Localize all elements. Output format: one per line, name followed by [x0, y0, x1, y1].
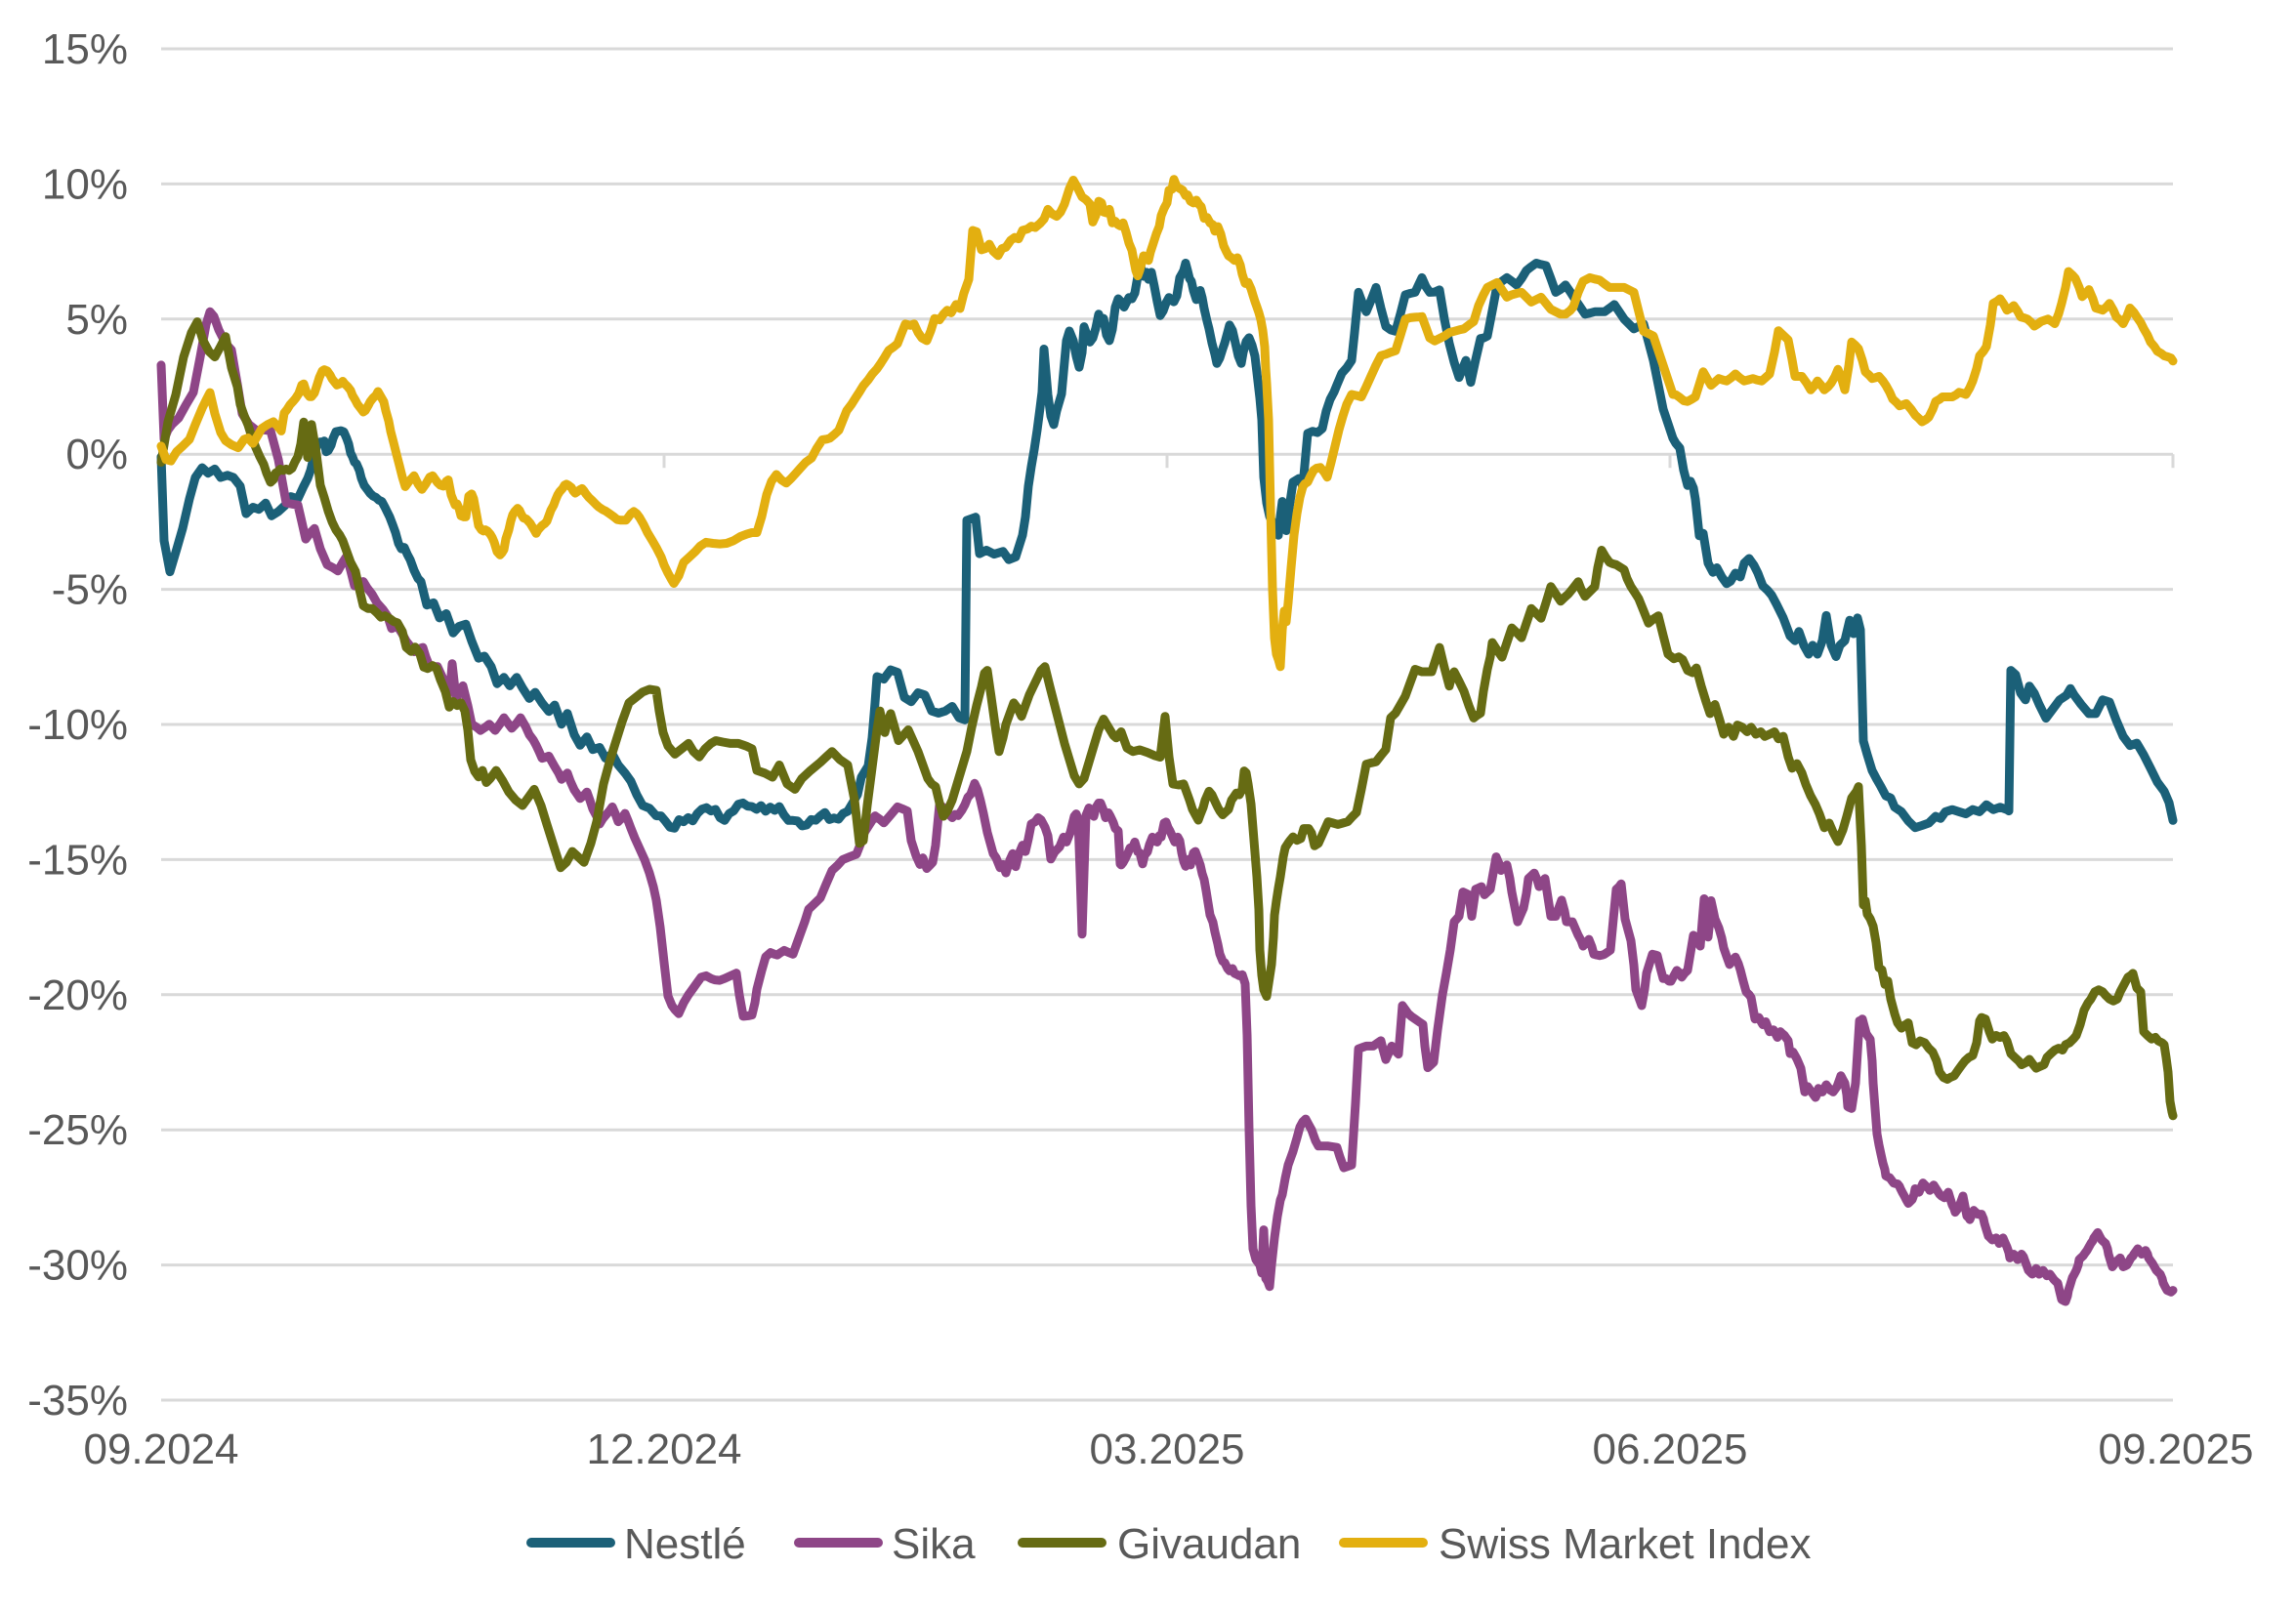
svg-text:12.2024: 12.2024 — [586, 1425, 741, 1473]
svg-text:Givaudan: Givaudan — [1117, 1520, 1301, 1568]
svg-text:03.2025: 03.2025 — [1089, 1425, 1244, 1473]
svg-text:06.2025: 06.2025 — [1592, 1425, 1747, 1473]
svg-text:-25%: -25% — [27, 1106, 128, 1154]
svg-text:Nestlé: Nestlé — [624, 1520, 746, 1568]
svg-text:0%: 0% — [65, 431, 128, 478]
svg-text:10%: 10% — [42, 160, 128, 208]
svg-text:-20%: -20% — [27, 971, 128, 1019]
svg-text:Swiss Market Index: Swiss Market Index — [1439, 1520, 1811, 1568]
svg-text:09.2024: 09.2024 — [83, 1425, 238, 1473]
svg-text:15%: 15% — [42, 25, 128, 73]
svg-text:-15%: -15% — [27, 836, 128, 884]
svg-text:09.2025: 09.2025 — [2098, 1425, 2253, 1473]
svg-text:-35%: -35% — [27, 1377, 128, 1425]
svg-text:-10%: -10% — [27, 701, 128, 749]
svg-text:-5%: -5% — [52, 566, 128, 614]
svg-text:5%: 5% — [65, 296, 128, 344]
svg-text:-30%: -30% — [27, 1242, 128, 1290]
svg-text:Sika: Sika — [892, 1520, 976, 1568]
